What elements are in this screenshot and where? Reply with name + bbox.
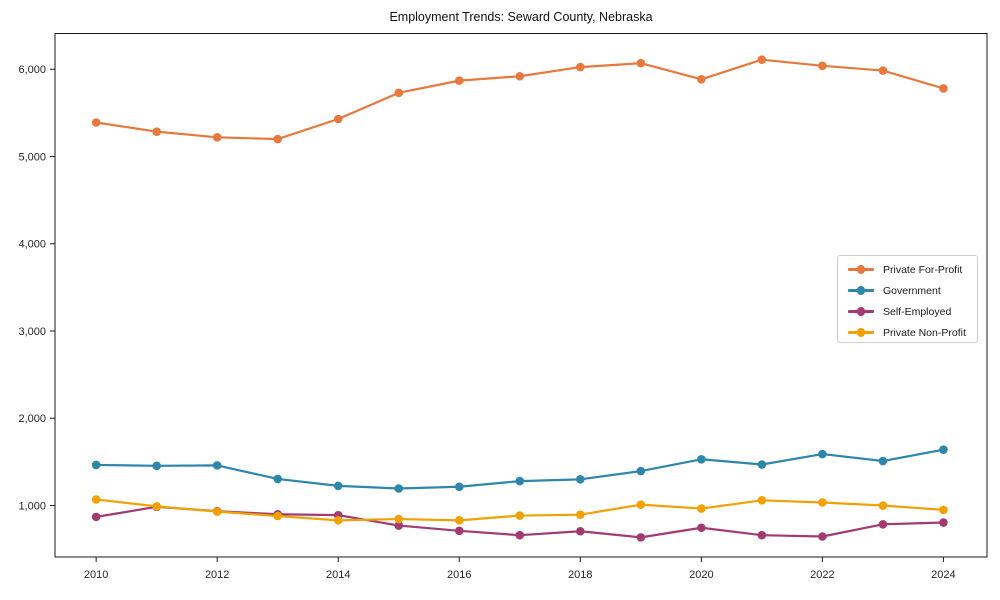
legend-item-self-employed: Self-Employed	[838, 301, 977, 322]
data-point-government	[273, 474, 283, 484]
y-tick-label: 1,000	[18, 500, 46, 512]
data-point-self-employed	[757, 530, 767, 540]
chart-title: Employment Trends: Seward County, Nebras…	[389, 10, 653, 24]
data-point-private-for-profit	[394, 88, 404, 98]
legend-label: Self-Employed	[883, 305, 952, 318]
data-point-self-employed	[515, 530, 525, 540]
data-point-private-non-profit	[878, 501, 888, 510]
data-point-private-for-profit	[333, 114, 343, 124]
data-point-private-for-profit	[91, 118, 101, 127]
y-tick-label: 6,000	[18, 64, 46, 76]
data-point-self-employed	[878, 519, 888, 529]
data-point-government	[333, 481, 343, 491]
axes-frame	[54, 33, 988, 558]
legend-label: Private For-Profit	[883, 263, 963, 276]
data-point-self-employed	[394, 521, 404, 530]
data-point-private-for-profit	[273, 134, 283, 144]
line-dot-marker-icon	[848, 307, 874, 316]
data-point-self-employed	[939, 518, 948, 527]
x-tick-label: 2024	[931, 569, 955, 581]
data-point-government	[757, 460, 767, 469]
data-point-government	[394, 484, 404, 493]
data-point-private-non-profit	[212, 507, 222, 516]
y-tick-label: 3,000	[18, 326, 46, 338]
legend: Private For-Profit Government Self-Emplo…	[837, 255, 978, 343]
data-point-government	[152, 461, 161, 471]
x-tick-label: 2018	[568, 569, 592, 581]
data-point-self-employed	[818, 532, 827, 541]
legend-label: Government	[883, 284, 941, 297]
data-point-government	[939, 445, 948, 454]
data-point-government	[697, 454, 706, 464]
data-point-private-for-profit	[212, 133, 222, 142]
data-point-government	[878, 456, 888, 466]
y-tick-label: 4,000	[18, 239, 46, 251]
data-point-government	[515, 476, 525, 486]
data-point-private-for-profit	[939, 84, 948, 93]
legend-item-private-non-profit: Private Non-Profit	[838, 322, 977, 343]
data-point-government	[91, 460, 101, 470]
data-point-private-non-profit	[757, 495, 767, 505]
series-government	[91, 445, 948, 493]
series-line-private-for-profit	[95, 58, 945, 141]
data-point-private-for-profit	[697, 75, 706, 84]
line-dot-marker-icon	[848, 286, 874, 295]
x-tick-label: 2016	[447, 569, 471, 581]
x-tick-label: 2020	[689, 569, 713, 581]
data-point-private-for-profit	[152, 127, 161, 136]
data-point-government	[212, 461, 222, 470]
data-point-government	[818, 449, 827, 459]
x-tick-label: 2010	[84, 569, 108, 581]
data-point-private-non-profit	[91, 495, 101, 504]
data-point-private-non-profit	[333, 516, 343, 525]
data-point-private-non-profit	[394, 514, 404, 524]
data-point-private-non-profit	[576, 510, 585, 519]
legend-item-government: Government	[838, 280, 977, 301]
data-point-self-employed	[636, 533, 646, 542]
legend-label: Private Non-Profit	[883, 326, 966, 339]
data-point-private-for-profit	[636, 58, 646, 68]
data-point-government	[454, 482, 464, 492]
data-point-private-non-profit	[454, 516, 464, 525]
series-private-for-profit	[91, 55, 948, 144]
x-tick-label: 2012	[205, 569, 229, 581]
data-point-private-for-profit	[454, 76, 464, 85]
data-point-government	[576, 475, 585, 484]
data-point-private-for-profit	[515, 71, 525, 81]
x-tick-label: 2022	[810, 569, 834, 581]
data-point-private-for-profit	[878, 66, 888, 75]
legend-item-private-for-profit: Private For-Profit	[838, 259, 977, 280]
data-point-private-non-profit	[636, 500, 646, 509]
x-tick-label: 2014	[326, 569, 350, 581]
data-point-private-non-profit	[697, 504, 706, 513]
data-point-private-non-profit	[515, 511, 525, 520]
data-point-private-for-profit	[757, 55, 767, 64]
data-point-private-for-profit	[576, 62, 585, 72]
data-point-private-non-profit	[152, 502, 161, 511]
data-point-self-employed	[91, 512, 101, 522]
data-point-self-employed	[454, 526, 464, 536]
y-tick-label: 2,000	[18, 413, 46, 425]
data-point-self-employed	[697, 523, 706, 533]
series-self-employed	[91, 502, 948, 542]
series-private-non-profit	[91, 495, 948, 525]
data-point-private-non-profit	[818, 498, 827, 507]
data-point-government	[636, 466, 646, 476]
line-dot-marker-icon	[848, 265, 874, 274]
data-point-self-employed	[576, 526, 585, 536]
data-point-private-for-profit	[818, 61, 827, 71]
data-point-private-non-profit	[273, 511, 283, 521]
y-tick-label: 5,000	[18, 151, 46, 163]
data-point-private-non-profit	[939, 505, 948, 515]
line-dot-marker-icon	[848, 328, 874, 337]
